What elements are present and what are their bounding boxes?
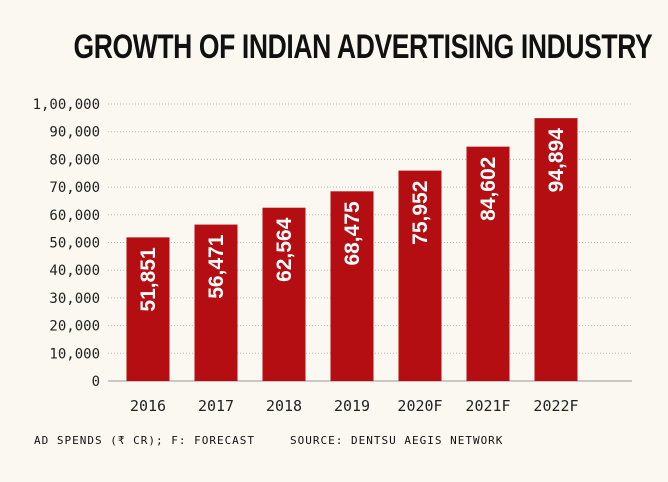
y-tick-label: 0 xyxy=(92,374,100,390)
chart-title: GROWTH OF INDIAN ADVERTISING INDUSTRY xyxy=(73,28,653,66)
x-tick-label: 2021F xyxy=(465,397,510,415)
bar-2018 xyxy=(262,207,306,381)
footnote: AD SPENDS (₹ CR); F: FORECAST xyxy=(34,434,256,447)
bar-2017 xyxy=(194,224,238,381)
bar-value-label: 84,602 xyxy=(477,157,500,221)
bar-value-label: 56,471 xyxy=(205,234,228,299)
x-tick-label: 2019 xyxy=(334,397,370,415)
bar-2016 xyxy=(126,237,170,381)
bar-value-label: 62,564 xyxy=(273,217,296,282)
bar-2022f xyxy=(534,118,578,382)
y-tick-label: 80,000 xyxy=(49,152,100,168)
y-tick-label: 50,000 xyxy=(49,236,100,252)
y-tick-label: 60,000 xyxy=(49,208,100,224)
bar-value-label: 51,851 xyxy=(137,247,160,312)
bar-2021f xyxy=(466,146,510,381)
bar-value-label: 68,475 xyxy=(341,201,364,266)
source-credit: SOURCE: DENTSU AEGIS NETWORK xyxy=(290,434,504,447)
y-tick-label: 20,000 xyxy=(49,319,100,335)
y-tick-label: 90,000 xyxy=(49,125,100,141)
y-tick-label: 70,000 xyxy=(49,180,100,196)
bar-value-label: 75,952 xyxy=(409,181,432,245)
bar-2019 xyxy=(330,191,374,381)
bar-2020f xyxy=(398,170,442,381)
bars: 51,851 56,471 62,564 68,475 75,952 84,602 94,8… xyxy=(126,118,578,382)
x-tick-label: 2017 xyxy=(198,397,234,415)
y-axis-tick-labels: 0 10,000 20,000 30,000 40,000 50,000 60,000 70,… xyxy=(33,97,100,390)
x-tick-label: 2018 xyxy=(266,397,302,415)
x-tick-label: 2022F xyxy=(533,397,578,415)
x-tick-label: 2016 xyxy=(130,397,166,415)
y-tick-label: 1,00,000 xyxy=(33,97,100,113)
y-tick-label: 10,000 xyxy=(49,346,100,362)
bar-value-label: 94,894 xyxy=(545,128,568,193)
y-tick-label: 30,000 xyxy=(49,291,100,307)
y-tick-label: 40,000 xyxy=(49,263,100,279)
x-axis-tick-labels: 2016 2017 2018 2019 2020F 2021F 2022F xyxy=(130,397,579,415)
x-tick-label: 2020F xyxy=(397,397,442,415)
